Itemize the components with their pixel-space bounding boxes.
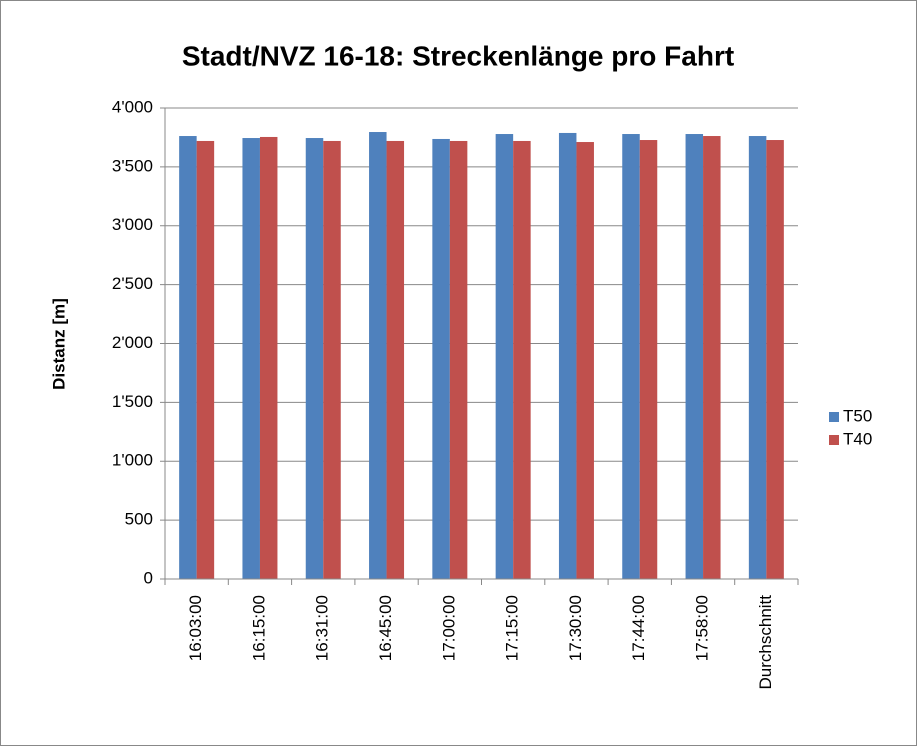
- y-tick-label: 4'000: [112, 97, 153, 116]
- bar: [622, 134, 640, 579]
- bar: [386, 140, 405, 579]
- y-tick-label: 2'500: [112, 274, 153, 293]
- bar: [639, 140, 658, 579]
- y-tick-label: 3'000: [112, 215, 153, 234]
- bar: [242, 138, 260, 579]
- bar: [703, 136, 721, 579]
- legend-swatch: [829, 412, 839, 422]
- x-tick-label: 16:45:00: [376, 595, 395, 661]
- y-tick-label: 1'500: [112, 392, 153, 411]
- bar: [685, 134, 704, 579]
- bar: [558, 132, 577, 579]
- legend-swatch: [829, 435, 839, 445]
- bar: [449, 140, 468, 579]
- bar: [305, 138, 324, 579]
- x-tick-label: 16:15:00: [249, 595, 268, 661]
- x-tick-label: 16:03:00: [186, 595, 205, 661]
- x-tick-label: Durchschnitt: [756, 595, 775, 690]
- chart-title: Stadt/NVZ 16-18: Streckenlänge pro Fahrt: [182, 40, 734, 71]
- bar: [432, 138, 450, 579]
- bar: [513, 140, 531, 579]
- x-tick-label: 17:58:00: [693, 595, 712, 661]
- x-tick-label: 17:44:00: [629, 595, 648, 661]
- legend-label: T50: [843, 406, 872, 425]
- bar: [323, 140, 341, 579]
- y-axis-label: Distanz [m]: [49, 298, 68, 390]
- legend-label: T40: [843, 429, 872, 448]
- bar: [576, 142, 594, 579]
- bar: [369, 132, 387, 579]
- x-tick-label: 17:15:00: [503, 595, 522, 661]
- y-tick-label: 3'500: [112, 156, 153, 175]
- bar: [179, 136, 197, 579]
- x-tick-label: 16:31:00: [313, 595, 332, 661]
- y-tick-label: 500: [125, 510, 153, 529]
- bar: [495, 134, 514, 579]
- bar: [748, 136, 767, 579]
- bar: [196, 140, 215, 579]
- x-tick-label: 17:00:00: [439, 595, 458, 661]
- bar: [259, 136, 278, 580]
- x-tick-label: 17:30:00: [566, 595, 585, 661]
- y-tick-label: 0: [144, 568, 153, 587]
- y-tick-label: 2'000: [112, 333, 153, 352]
- y-tick-label: 1'000: [112, 451, 153, 470]
- bar: [766, 140, 784, 579]
